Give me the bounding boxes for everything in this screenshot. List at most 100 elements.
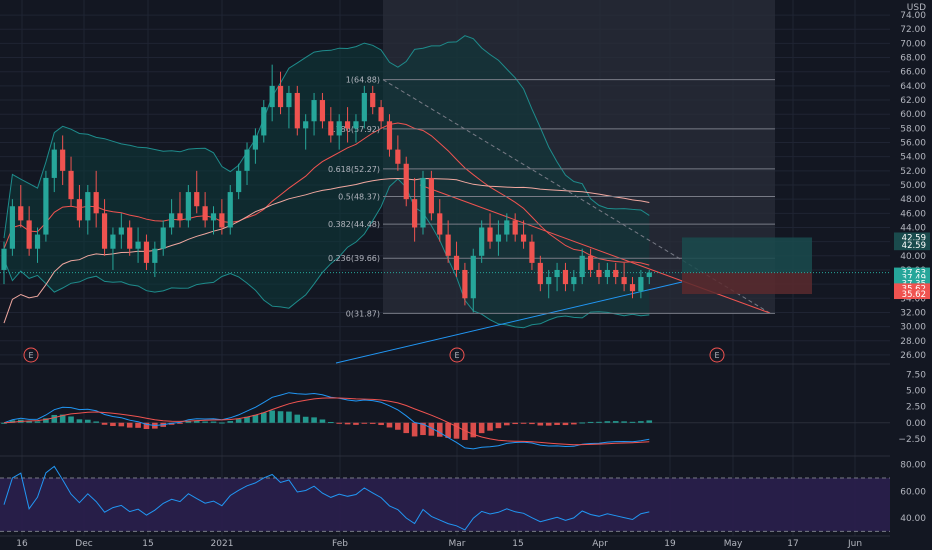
macd-signal-line	[3, 397, 650, 446]
macd-histogram-bar	[562, 422, 569, 426]
macd-histogram-bar	[361, 422, 368, 424]
candle-body	[68, 170, 74, 200]
candle-body	[34, 234, 41, 249]
candle-body	[236, 170, 242, 193]
time-axis: 16 Dec 15 2021 Feb Mar 15 Apr 19 May 17 Jun	[16, 539, 862, 549]
macd-histogram-bar	[353, 422, 359, 425]
macd-histogram-bar	[378, 422, 384, 426]
candle-body	[470, 255, 476, 299]
price-tick-label: 60.00	[900, 110, 926, 120]
price-tag-bg	[894, 272, 930, 283]
macd-histogram-bar	[135, 422, 141, 428]
price-tag-label: 42.59	[902, 233, 926, 243]
candle-body	[495, 234, 502, 242]
macd-histogram-bar	[537, 422, 544, 426]
candle-body	[395, 149, 401, 164]
price-tick-label: 50.00	[900, 181, 926, 191]
price-tick-label: 62.00	[900, 96, 926, 106]
bb-lower-line	[3, 178, 650, 329]
candle-body	[562, 269, 569, 285]
candle-body	[420, 177, 426, 228]
macd-histogram-bar	[286, 411, 292, 423]
macd-histogram-bar	[453, 422, 460, 439]
ma-short-line	[3, 122, 650, 266]
price-tag-bg	[894, 283, 930, 294]
candle-body	[1, 248, 7, 270]
time-tick-label: 16	[16, 539, 28, 549]
price-tick-label: 46.00	[900, 209, 926, 219]
candle-body	[604, 269, 610, 278]
time-tick-label: 19	[664, 539, 676, 549]
macd-histogram-bar	[487, 422, 493, 431]
price-tag-bg	[894, 267, 930, 278]
time-tick-label: 15	[142, 539, 153, 549]
candle-body	[110, 234, 116, 249]
macd-histogram-bar	[646, 420, 653, 423]
macd-histogram-bar	[403, 422, 410, 434]
candle-body	[412, 199, 418, 228]
macd-histogram-bar	[76, 419, 83, 423]
price-tick-label: 32.00	[900, 308, 926, 318]
price-tick-label: 54.00	[900, 153, 926, 163]
macd-pane	[0, 392, 890, 450]
macd-histogram-bar	[554, 422, 560, 425]
bollinger-bands	[3, 35, 650, 329]
price-tick-label: 44.00	[900, 223, 926, 233]
price-tag-bg	[894, 232, 930, 243]
candle-body	[328, 121, 334, 136]
price-tick-label: 48.00	[900, 195, 926, 205]
macd-line	[3, 392, 650, 450]
earnings-marker-label: E	[454, 351, 459, 360]
candle-body	[210, 213, 217, 221]
candle-body	[43, 177, 49, 235]
candle-body	[621, 277, 627, 285]
earnings-marker-label: E	[28, 351, 33, 360]
macd-histogram-bar	[269, 410, 275, 423]
ma-long-line	[3, 177, 650, 324]
candle-body	[588, 255, 594, 270]
fib-level-label: 0(31.87)	[346, 309, 380, 318]
target-zone	[682, 237, 812, 273]
macd-histogram-bar	[277, 411, 284, 423]
time-tick-label: Jun	[847, 539, 862, 549]
time-tick-label: Feb	[332, 539, 348, 549]
rsi-tick-label: 60.00	[900, 487, 926, 497]
candle-body	[596, 269, 602, 278]
fib-level-label: 0.236(39.66)	[328, 254, 380, 263]
time-tick-label: Dec	[75, 539, 92, 549]
macd-histogram-bar	[143, 422, 150, 429]
stop-zone	[682, 272, 812, 295]
macd-histogram-bar	[504, 422, 510, 426]
rsi-line	[3, 465, 650, 531]
candle-body	[227, 192, 233, 228]
macd-histogram-bar	[411, 422, 418, 437]
macd-histogram-bar	[34, 421, 41, 423]
candle-body	[76, 199, 83, 221]
earnings-marker-circle	[23, 347, 39, 363]
time-tick-label: Apr	[592, 539, 608, 549]
time-tick-label: 17	[787, 539, 798, 549]
candle-body	[529, 241, 535, 263]
candle-body	[177, 213, 183, 221]
candle-body	[386, 121, 393, 150]
candle-body	[520, 234, 527, 242]
candle-body	[445, 234, 451, 256]
candle-body	[9, 206, 15, 249]
macd-histogram-bar	[386, 422, 393, 428]
macd-histogram-bar	[495, 422, 502, 429]
macd-histogram-bar	[436, 422, 443, 437]
macd-histogram-bar	[311, 417, 317, 423]
candle-body	[546, 277, 552, 285]
candle-body	[504, 220, 510, 235]
macd-histogram-bar	[462, 422, 468, 440]
trend-ray	[335, 281, 683, 364]
macd-histogram-bar	[470, 422, 477, 438]
candle-body	[646, 272, 652, 278]
candle-body	[202, 206, 208, 221]
candle-body	[579, 255, 585, 278]
macd-tick-label: 5.00	[906, 387, 926, 397]
earnings-marker-circle	[709, 347, 725, 363]
macd-histogram-bar	[428, 422, 435, 436]
macd-tick-label: 2.50	[906, 403, 926, 413]
